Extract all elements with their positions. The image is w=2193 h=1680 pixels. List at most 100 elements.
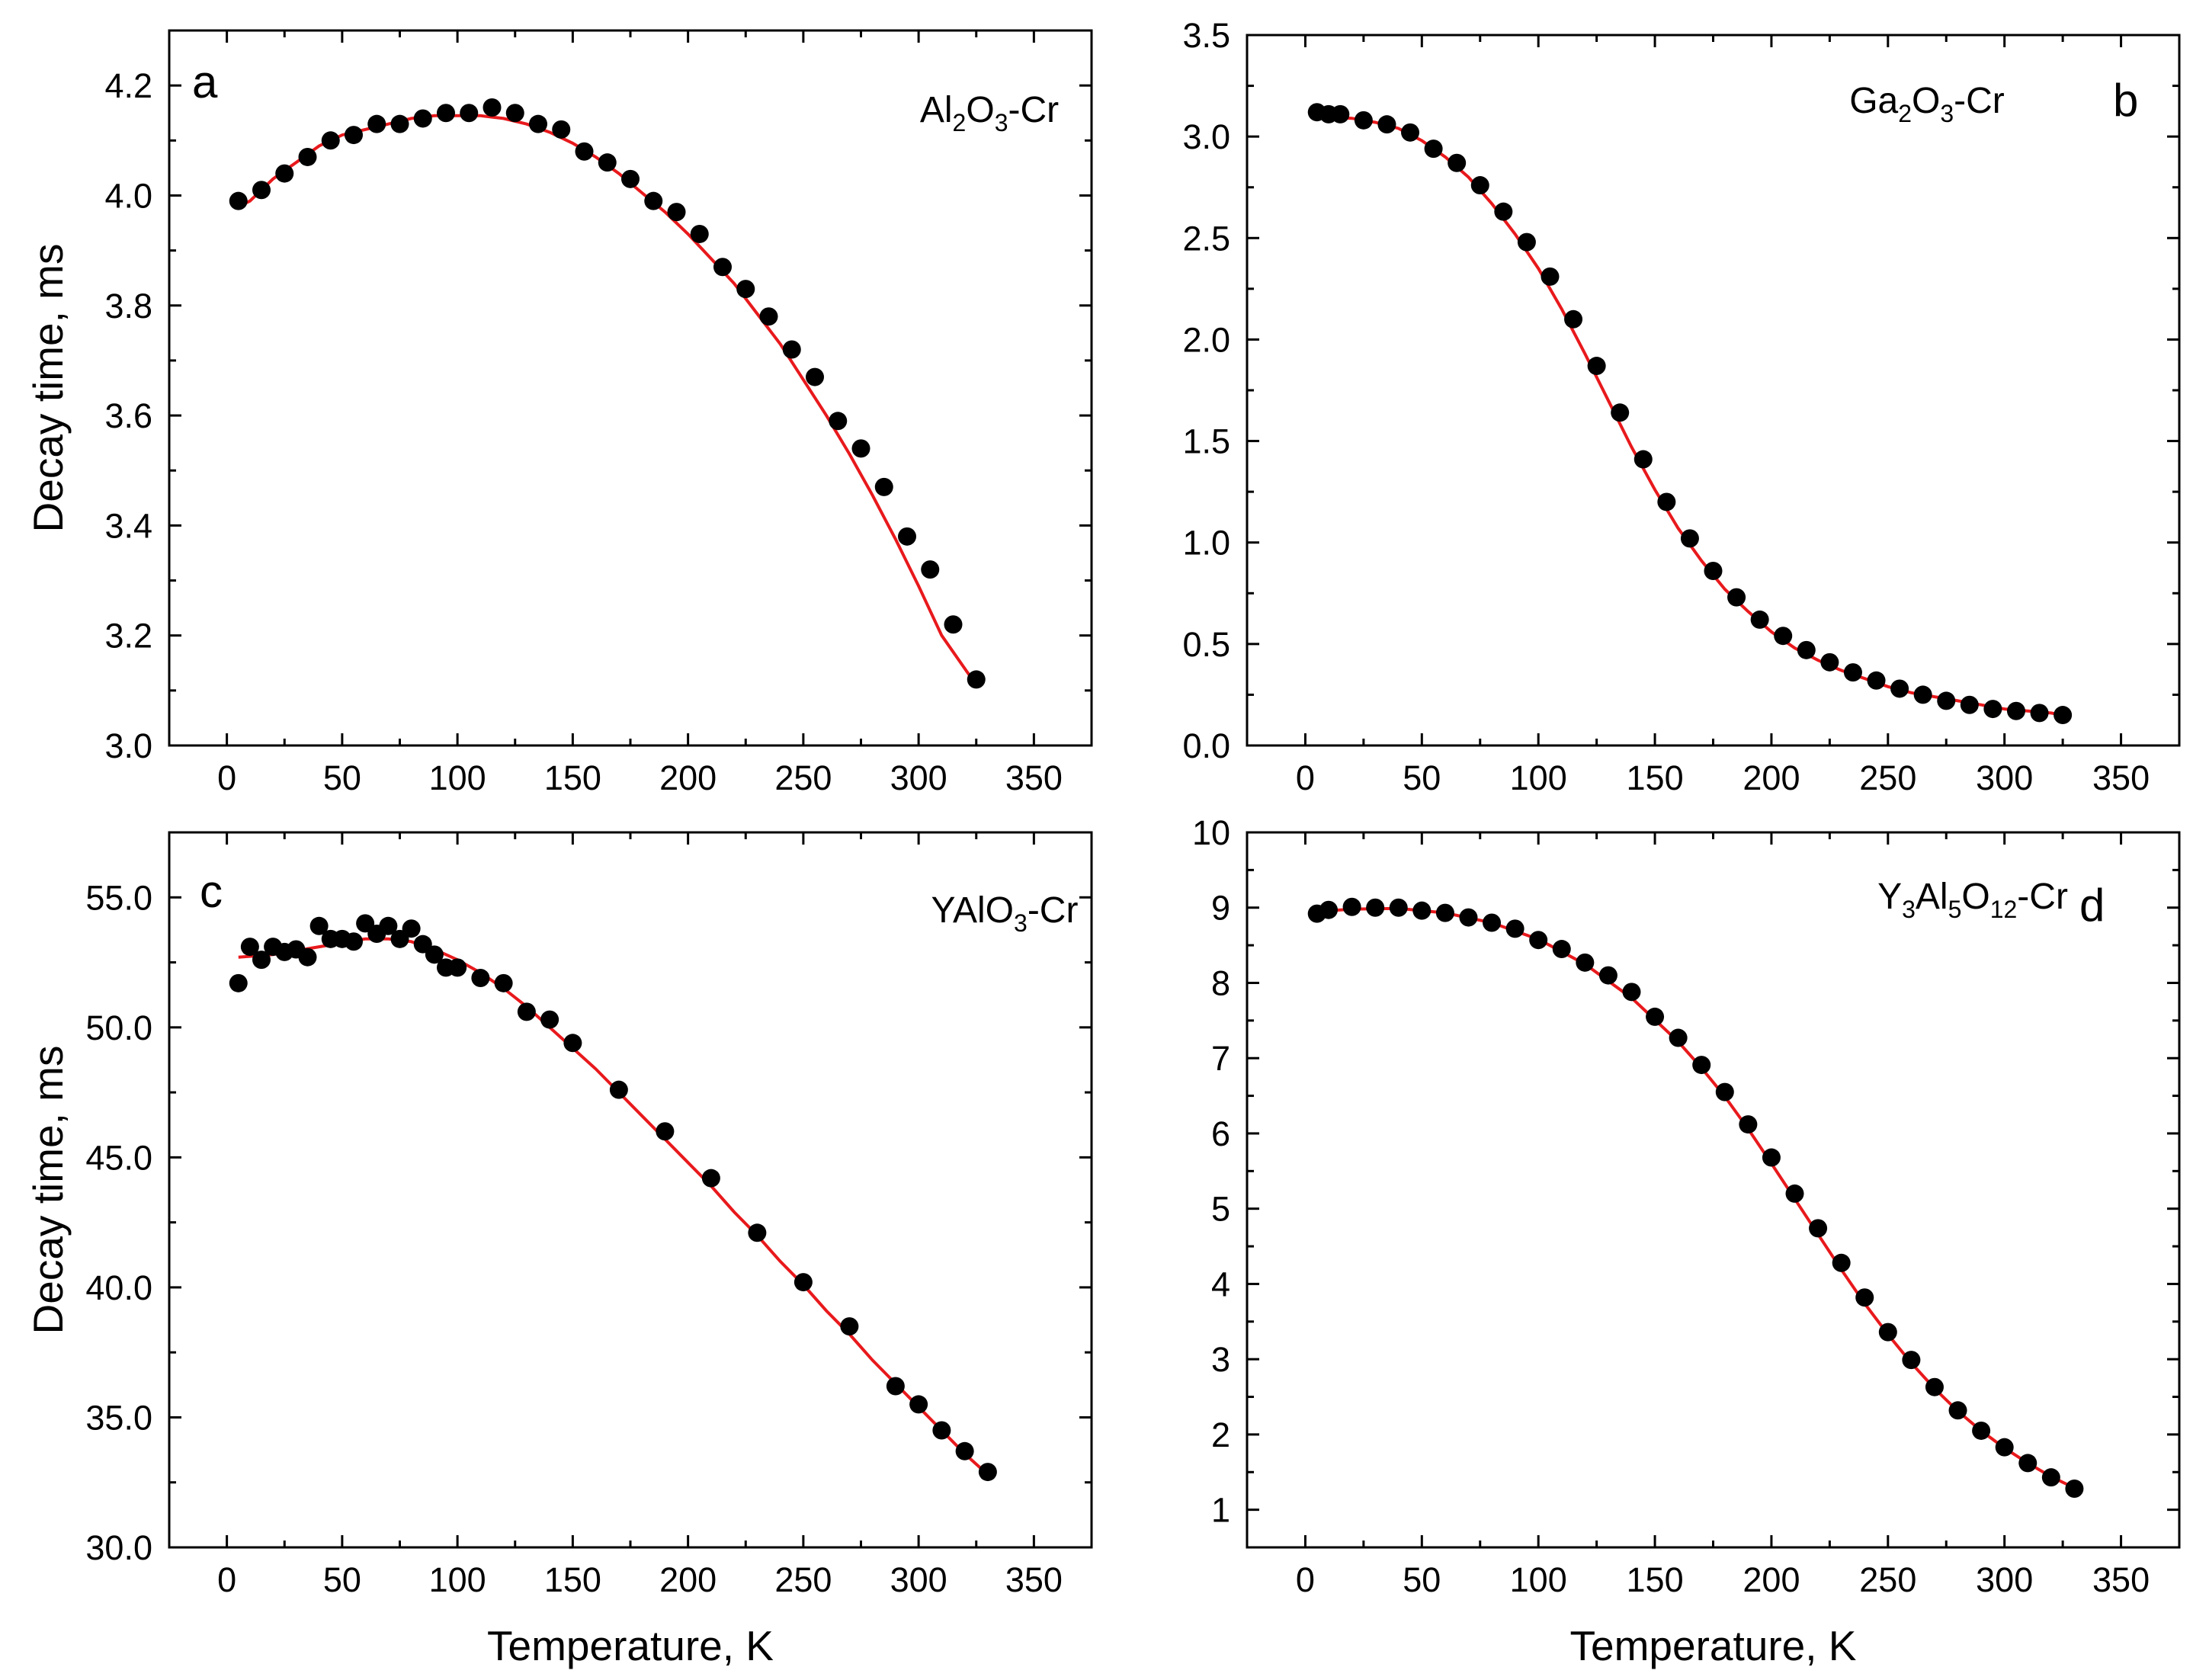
data-point [690, 224, 709, 243]
data-point [1750, 610, 1769, 629]
data-point [1319, 900, 1339, 919]
y-tick-label: 1.0 [1182, 524, 1230, 563]
plot-frame [168, 29, 1093, 747]
material-subscript: 2 [953, 109, 967, 136]
fit-curve [237, 114, 978, 686]
data-point [1692, 1056, 1711, 1075]
y-tick-label: 55.0 [85, 878, 152, 917]
data-point [667, 203, 686, 222]
material-subscript: 5 [1948, 896, 1962, 923]
material-subscript: 2 [1898, 100, 1912, 127]
y-tick-label: 45.0 [85, 1138, 152, 1177]
x-axis-label: Temperature, K [1569, 1622, 1856, 1669]
data-point [840, 1317, 859, 1336]
y-tick-label: 3.4 [104, 506, 152, 545]
data-point [944, 615, 963, 634]
data-point [1483, 913, 1502, 932]
material-subscript: 3 [1902, 896, 1916, 923]
data-point [1704, 561, 1723, 580]
data-point [932, 1421, 951, 1440]
data-point [1657, 492, 1676, 511]
data-point [1774, 627, 1793, 646]
data-point [229, 191, 248, 210]
data-point [1576, 953, 1595, 972]
data-point [2030, 704, 2049, 723]
data-point [598, 153, 617, 172]
panel-letter: a [192, 56, 218, 107]
data-point [713, 258, 732, 277]
data-point [1680, 529, 1699, 548]
data-point [1809, 1219, 1828, 1238]
data-point [1552, 940, 1571, 959]
data-point [1435, 903, 1454, 922]
material-text: -Cr [1028, 890, 1079, 931]
panel-c: 0 50 100 150 200 250 300 350 30.0 35.0 40.0 45.0 50.… [24, 831, 1093, 1669]
data-point [886, 1377, 905, 1396]
y-tick-label: 4 [1211, 1265, 1230, 1303]
data-point [1762, 1148, 1781, 1167]
data-point [1611, 403, 1630, 422]
data-point [621, 169, 640, 188]
data-point [345, 932, 363, 951]
material-text: -Cr [1008, 90, 1059, 130]
material-label: Ga2O3-Cr [1849, 81, 2005, 127]
y-tick-label: 3.8 [104, 287, 152, 325]
data-point [540, 1010, 559, 1029]
y-tick-label: 3.0 [104, 726, 152, 765]
data-point [1937, 691, 1956, 710]
data-point [345, 126, 363, 145]
x-tick-label: 300 [890, 1560, 947, 1599]
data-point [2065, 1479, 2084, 1498]
y-tick-label: 30.0 [85, 1528, 152, 1567]
data-point [1739, 1115, 1758, 1134]
data-point [1517, 232, 1536, 252]
data-point [794, 1273, 813, 1292]
y-tick-label: 2.5 [1182, 219, 1230, 258]
data-point [1995, 1438, 2014, 1457]
x-tick-label: 50 [323, 1560, 361, 1599]
data-point [1785, 1184, 1804, 1203]
data-point [437, 104, 455, 123]
data-point [2054, 706, 2073, 725]
data-point [898, 527, 916, 546]
data-point [978, 1463, 997, 1482]
data-point [921, 560, 940, 579]
x-tick-label: 250 [774, 1560, 832, 1599]
data-point [575, 142, 594, 161]
material-label: Al2O3-Cr [920, 90, 1059, 136]
data-point [1470, 176, 1489, 195]
data-point [1669, 1028, 1688, 1047]
y-tick-label: 6 [1211, 1114, 1230, 1153]
x-tick-label: 150 [1627, 758, 1684, 797]
data-point [806, 367, 824, 386]
material-text: -Cr [2017, 877, 2068, 917]
data-point [471, 969, 490, 988]
x-tick-label: 200 [659, 1560, 717, 1599]
fit-curve [1316, 114, 2063, 717]
y-tick-label: 5 [1211, 1190, 1230, 1229]
data-point [402, 919, 421, 938]
x-tick-label: 0 [1296, 1560, 1315, 1599]
data-point [1843, 663, 1862, 682]
x-tick-label: 350 [2092, 758, 2150, 797]
data-point [367, 114, 386, 133]
x-tick-label: 200 [1743, 1560, 1800, 1599]
y-tick-label: 3.0 [1182, 117, 1230, 156]
data-point [656, 1122, 675, 1141]
data-point [1459, 908, 1478, 927]
x-tick-label: 50 [323, 758, 361, 797]
x-tick-label: 250 [1859, 758, 1916, 797]
x-axis-label: Temperature, K [487, 1622, 774, 1669]
data-point [1715, 1082, 1734, 1101]
y-tick-label: 3.5 [1182, 16, 1230, 55]
data-point [851, 439, 870, 458]
data-point [229, 973, 248, 992]
y-tick-label: 40.0 [85, 1268, 152, 1307]
material-text: O [1961, 877, 1989, 917]
material-text: -Cr [1954, 81, 2005, 121]
data-point [425, 945, 444, 964]
data-point [609, 1080, 628, 1099]
data-point [1902, 1351, 1921, 1370]
data-point [1377, 115, 1396, 134]
material-text: Al [920, 90, 953, 130]
